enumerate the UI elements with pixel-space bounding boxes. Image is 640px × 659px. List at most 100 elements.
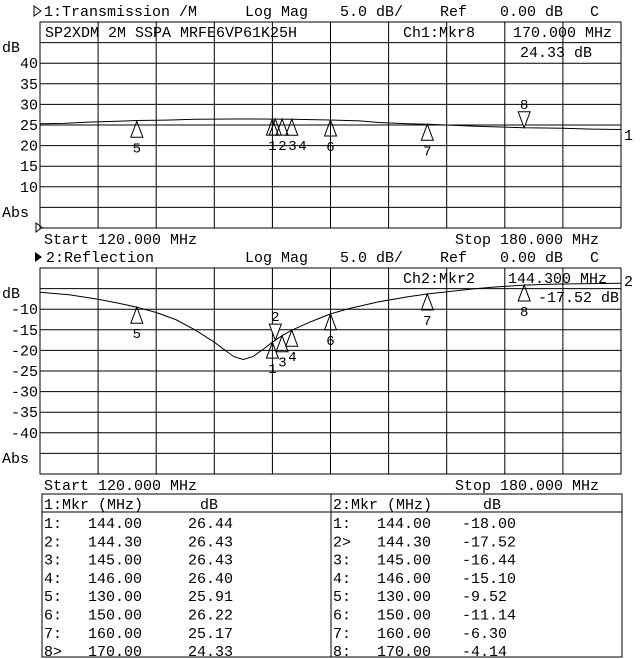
table-left-header-mkr: 1:Mkr (MHz) bbox=[44, 497, 143, 514]
marker-7-triangle-icon bbox=[420, 292, 435, 311]
ch2-ytick-label: -20 bbox=[11, 343, 38, 360]
table-left-cell: 130.00 bbox=[88, 589, 142, 606]
marker-2-label: 2 bbox=[278, 139, 286, 155]
table-right-cell: 170.00 bbox=[377, 644, 431, 659]
ch2-ytick-label: -35 bbox=[11, 405, 38, 422]
ch1-active-marker-label: Ch1:Mkr8 bbox=[403, 25, 475, 42]
ch1-start-label: Start 120.000 MHz bbox=[44, 232, 197, 249]
table-left-cell: 6: bbox=[44, 608, 62, 625]
table-left-cell: 160.00 bbox=[88, 626, 142, 643]
marker-5-triangle-icon bbox=[130, 305, 144, 324]
ch1-format: Log Mag bbox=[245, 4, 308, 21]
ch1-active-marker-freq: 170.000 MHz bbox=[513, 25, 612, 42]
ch2-ytick-label: -40 bbox=[11, 426, 38, 443]
ch2-ref-value: 0.00 dB bbox=[500, 250, 563, 267]
ch1-ytick-label: 20 bbox=[20, 139, 38, 156]
ch1-active-marker-value: 24.33 dB bbox=[520, 45, 592, 62]
table-left-cell: 150.00 bbox=[88, 608, 142, 625]
table-right-cell: 150.00 bbox=[377, 608, 431, 625]
marker-7-triangle-icon bbox=[420, 122, 435, 141]
table-left-cell: 5: bbox=[44, 589, 62, 606]
ch2-flag: C bbox=[590, 250, 599, 267]
marker-4-label: 4 bbox=[298, 139, 306, 155]
table-right-cell: 1: bbox=[333, 516, 351, 533]
ch1-trace bbox=[39, 118, 622, 130]
ch1-ytick-label: 35 bbox=[20, 77, 38, 94]
marker-2-label: 2 bbox=[271, 310, 279, 326]
ch2-ylabel: dB bbox=[2, 286, 20, 303]
marker-5-label: 5 bbox=[133, 327, 141, 343]
table-left-cell: 25.17 bbox=[188, 626, 233, 643]
marker-1-label: 1 bbox=[268, 139, 276, 155]
marker-2-triangle-icon bbox=[268, 117, 283, 136]
marker-8-active-triangle-icon bbox=[517, 111, 531, 130]
table-right-cell: 145.00 bbox=[377, 553, 431, 570]
table-left-cell: 8> bbox=[44, 644, 62, 659]
table-right-cell: 4: bbox=[333, 571, 351, 588]
reflection-plot: -10 -15 -20 -25 -30 -35 -40 1 2 3 4 5 6 7 8 bbox=[11, 267, 622, 475]
marker-2-active-triangle-icon bbox=[268, 323, 283, 342]
table-left-cell: 144.30 bbox=[88, 534, 142, 551]
ch2-ytick-label: -30 bbox=[11, 385, 38, 402]
marker-table: 1:Mkr (MHz) dB 2:Mkr (MHz) dB 1: 144.00 26… bbox=[41, 493, 623, 659]
marker-8-label: 8 bbox=[520, 305, 528, 321]
table-left-header-db: dB bbox=[200, 497, 218, 514]
table-left-cell: 26.44 bbox=[188, 516, 233, 533]
table-left-cell: 24.33 bbox=[188, 644, 233, 659]
table-left-cell: 7: bbox=[44, 626, 62, 643]
marker-1-triangle-icon bbox=[265, 340, 280, 359]
table-left-cell: 145.00 bbox=[88, 553, 142, 570]
table-right-cell: 130.00 bbox=[377, 589, 431, 606]
ch1-ytick-label: 15 bbox=[20, 159, 38, 176]
table-left-cell: 2: bbox=[44, 534, 62, 551]
table-right-cell: 8: bbox=[333, 644, 351, 659]
table-left-cell: 26.43 bbox=[188, 534, 233, 551]
marker-8-triangle-icon bbox=[517, 283, 531, 302]
table-right-cell: -15.10 bbox=[462, 571, 516, 588]
ch2-ref-label: Ref bbox=[440, 250, 467, 267]
table-left-cell: 144.00 bbox=[88, 516, 142, 533]
table-right-cell: 6: bbox=[333, 608, 351, 625]
marker-5-triangle-icon bbox=[130, 119, 144, 138]
table-right-cell: -4.14 bbox=[462, 644, 507, 659]
ch1-ytick-label: 25 bbox=[20, 118, 38, 135]
marker-6-label: 6 bbox=[326, 334, 334, 350]
ch1-stop-label: Stop 180.000 MHz bbox=[455, 232, 599, 249]
table-left-cell: 3: bbox=[44, 553, 62, 570]
table-left-cell: 26.43 bbox=[188, 553, 233, 570]
marker-4-triangle-icon bbox=[285, 117, 299, 136]
ch2-stop-label: Stop 180.000 MHz bbox=[455, 478, 599, 495]
table-right-cell: 146.00 bbox=[377, 571, 431, 588]
table-left-cell: 25.91 bbox=[188, 589, 233, 606]
marker-7-label: 7 bbox=[423, 314, 431, 330]
ch2-trace-label: 2 bbox=[624, 274, 633, 291]
ch1-trace-label: 1 bbox=[624, 128, 633, 145]
marker-6-triangle-icon bbox=[323, 312, 338, 331]
ch2-active-marker-freq: 144.300 MHz bbox=[508, 271, 607, 288]
ch1-channel-label: 1:Transmission /M bbox=[44, 4, 197, 21]
ch2-ylabel-bottom: Abs bbox=[2, 451, 29, 468]
ch1-ytick-label: 30 bbox=[20, 97, 38, 114]
marker-6-label: 6 bbox=[326, 140, 334, 156]
table-right-cell: 144.00 bbox=[377, 516, 431, 533]
table-right-cell: 3: bbox=[333, 553, 351, 570]
ch2-scale: 5.0 dB/ bbox=[340, 250, 403, 267]
table-left-cell: 1: bbox=[44, 516, 62, 533]
table-right-cell: -16.44 bbox=[462, 553, 516, 570]
table-right-cell: 144.30 bbox=[377, 534, 431, 551]
table-right-cell: -11.14 bbox=[462, 608, 516, 625]
table-right-cell: -6.30 bbox=[462, 626, 507, 643]
ch1-ytick-label: 40 bbox=[20, 56, 38, 73]
ch2-ytick-label: -15 bbox=[11, 323, 38, 340]
table-left-cell: 146.00 bbox=[88, 571, 142, 588]
marker-4-label: 4 bbox=[288, 350, 296, 366]
marker-6-triangle-icon bbox=[323, 118, 338, 137]
ch1-scale: 5.0 dB/ bbox=[340, 4, 403, 21]
table-right-cell: 2> bbox=[333, 534, 351, 551]
ch2-format: Log Mag bbox=[245, 250, 308, 267]
ch1-flag: C bbox=[590, 4, 599, 21]
table-left-cell: 170.00 bbox=[88, 644, 142, 659]
ch1-ytick-label: 10 bbox=[20, 180, 38, 197]
ch2-active-marker-label: Ch2:Mkr2 bbox=[403, 271, 475, 288]
